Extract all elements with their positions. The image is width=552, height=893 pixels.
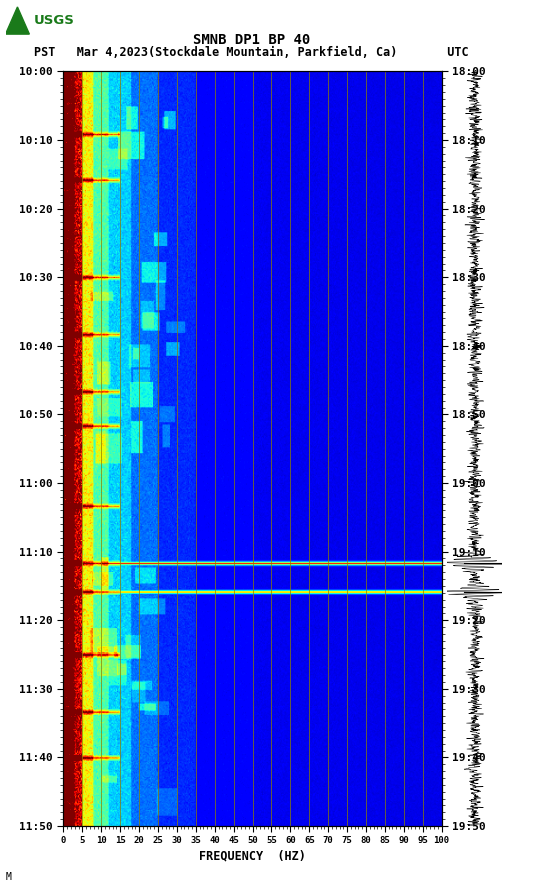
Text: PST   Mar 4,2023(Stockdale Mountain, Parkfield, Ca)       UTC: PST Mar 4,2023(Stockdale Mountain, Parkf…	[34, 46, 469, 60]
Text: SMNB DP1 BP 40: SMNB DP1 BP 40	[193, 33, 310, 47]
Text: USGS: USGS	[33, 14, 74, 27]
Text: M: M	[6, 872, 12, 881]
Polygon shape	[6, 7, 29, 34]
X-axis label: FREQUENCY  (HZ): FREQUENCY (HZ)	[199, 849, 306, 863]
